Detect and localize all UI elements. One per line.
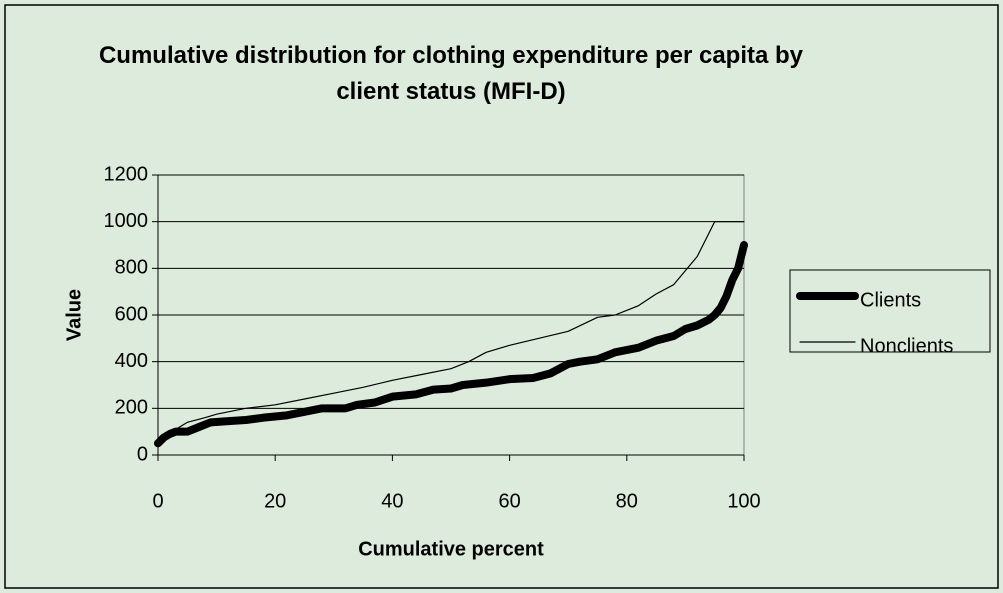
y-tick-label: 200 xyxy=(115,397,148,419)
y-tick-label: 1000 xyxy=(104,210,149,232)
x-tick-label: 60 xyxy=(498,490,520,512)
chart-title: Cumulative distribution for clothing exp… xyxy=(98,42,804,105)
x-tick-label: 100 xyxy=(727,490,760,512)
y-tick-label: 0 xyxy=(137,443,148,465)
legend-box xyxy=(789,269,991,353)
legend-label: Clients xyxy=(860,289,921,311)
y-tick-label: 400 xyxy=(115,350,148,372)
x-tick-label: 20 xyxy=(264,490,286,512)
x-tick-label: 80 xyxy=(616,490,638,512)
y-tick-label: 800 xyxy=(115,257,148,279)
x-tick-label: 0 xyxy=(152,490,163,512)
legend-label: Nonclients xyxy=(860,335,953,357)
y-tick-label: 600 xyxy=(115,303,148,325)
x-axis-label: Cumulative percent xyxy=(358,538,544,560)
series-line xyxy=(154,241,748,448)
chart-border xyxy=(4,4,999,589)
series-line xyxy=(157,221,745,444)
x-tick-label: 40 xyxy=(381,490,403,512)
y-axis-label: Value xyxy=(63,289,85,341)
y-tick-label: 1200 xyxy=(104,163,149,185)
